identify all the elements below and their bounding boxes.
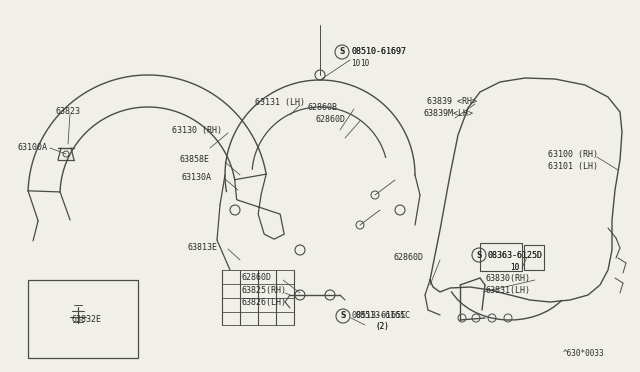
Text: S: S bbox=[476, 250, 482, 260]
Text: 63839M<LH>: 63839M<LH> bbox=[423, 109, 473, 119]
Text: 63130A: 63130A bbox=[182, 173, 212, 182]
Text: ^630*0033: ^630*0033 bbox=[563, 350, 605, 359]
Text: S: S bbox=[339, 48, 345, 57]
Text: 10: 10 bbox=[510, 263, 519, 272]
Bar bbox=[28, 280, 138, 358]
Text: 08363-6125D: 08363-6125D bbox=[488, 250, 543, 260]
Text: 63832E: 63832E bbox=[72, 315, 102, 324]
Text: 63813E: 63813E bbox=[188, 243, 218, 251]
Text: 08513-6165C: 08513-6165C bbox=[351, 311, 406, 321]
Text: 10: 10 bbox=[510, 263, 519, 272]
Text: 63101 (LH): 63101 (LH) bbox=[548, 163, 598, 171]
Text: 62860D: 62860D bbox=[316, 115, 346, 124]
Text: 10: 10 bbox=[360, 60, 369, 68]
Text: 08513-6165C: 08513-6165C bbox=[355, 311, 410, 321]
Text: 63100 (RH): 63100 (RH) bbox=[548, 151, 598, 160]
Text: (2): (2) bbox=[375, 323, 389, 331]
Bar bbox=[524, 245, 544, 270]
Text: 63825(RH): 63825(RH) bbox=[242, 286, 287, 295]
Text: 63100A: 63100A bbox=[18, 144, 48, 153]
Text: 63826(LH): 63826(LH) bbox=[242, 298, 287, 308]
Text: 08510-61697: 08510-61697 bbox=[351, 48, 406, 57]
Bar bbox=[480, 243, 522, 271]
Text: (2): (2) bbox=[375, 323, 389, 331]
Text: 63823: 63823 bbox=[55, 108, 80, 116]
Text: 10: 10 bbox=[351, 60, 360, 68]
Text: 62860D: 62860D bbox=[393, 253, 423, 263]
Text: 62860B: 62860B bbox=[308, 103, 338, 112]
Text: 63858E: 63858E bbox=[180, 155, 210, 164]
Text: 63130 (RH): 63130 (RH) bbox=[172, 126, 222, 135]
Text: 63839 <RH>: 63839 <RH> bbox=[427, 97, 477, 106]
Text: S: S bbox=[340, 311, 346, 321]
Text: 08510-61697: 08510-61697 bbox=[351, 48, 406, 57]
Text: 62860D: 62860D bbox=[242, 273, 272, 282]
Text: 08363-6125D: 08363-6125D bbox=[488, 250, 543, 260]
Text: 63830(RH): 63830(RH) bbox=[486, 273, 531, 282]
Text: 63831(LH): 63831(LH) bbox=[486, 285, 531, 295]
Text: 63131 (LH): 63131 (LH) bbox=[255, 99, 305, 108]
